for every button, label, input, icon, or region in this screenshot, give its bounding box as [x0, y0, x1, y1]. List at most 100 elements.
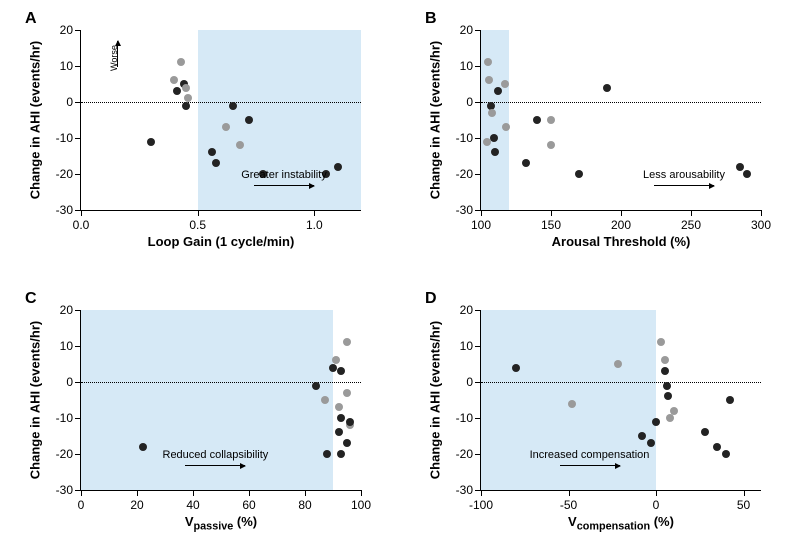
data-point — [343, 439, 351, 447]
y-tick-label: -20 — [56, 167, 73, 181]
data-point — [666, 414, 674, 422]
data-point — [323, 450, 331, 458]
y-tick-label: -10 — [56, 131, 73, 145]
shade-region — [481, 30, 509, 210]
data-point — [245, 116, 253, 124]
y-tick-label: -10 — [456, 131, 473, 145]
y-tick — [475, 66, 481, 67]
x-tick-label: 0.5 — [189, 218, 206, 232]
x-tick-label: 80 — [298, 498, 311, 512]
y-tick-label: -20 — [456, 167, 473, 181]
data-point — [139, 443, 147, 451]
data-point — [652, 418, 660, 426]
data-point — [208, 148, 216, 156]
y-tick-label: -10 — [56, 411, 73, 425]
y-tick — [475, 30, 481, 31]
y-tick-label: 20 — [60, 23, 73, 37]
shade-region — [198, 30, 361, 210]
y-tick-label: 0 — [466, 375, 473, 389]
y-tick — [475, 418, 481, 419]
figure-container: A-30-20-10010200.00.51.0Loop Gain (1 cyc… — [0, 0, 798, 544]
y-tick-label: -20 — [456, 447, 473, 461]
x-tick-label: 100 — [471, 218, 491, 232]
data-point — [343, 389, 351, 397]
data-point — [701, 428, 709, 436]
y-tick — [75, 138, 81, 139]
y-tick — [475, 454, 481, 455]
annotation-arrow-icon — [254, 185, 314, 186]
data-point — [222, 123, 230, 131]
x-tick — [193, 490, 194, 496]
x-axis-label: Vpassive (%) — [185, 514, 257, 533]
data-point — [647, 439, 655, 447]
y-axis-label: Change in AHI (events/hr) — [428, 41, 443, 199]
y-tick-label: 20 — [460, 303, 473, 317]
x-axis-label: Arousal Threshold (%) — [552, 234, 691, 249]
y-tick — [75, 30, 81, 31]
x-tick — [481, 210, 482, 216]
x-tick — [314, 210, 315, 216]
data-point — [722, 450, 730, 458]
data-point — [332, 356, 340, 364]
data-point — [512, 364, 520, 372]
zero-line — [481, 382, 761, 383]
x-tick-label: 100 — [351, 498, 371, 512]
x-tick — [551, 210, 552, 216]
data-point — [483, 138, 491, 146]
y-tick-label: 0 — [66, 95, 73, 109]
data-point — [335, 403, 343, 411]
y-tick — [75, 346, 81, 347]
y-tick — [475, 346, 481, 347]
y-tick — [75, 454, 81, 455]
annotation-text: Less arousability — [643, 169, 725, 181]
data-point — [182, 84, 190, 92]
x-tick-label: 60 — [242, 498, 255, 512]
data-point — [743, 170, 751, 178]
data-point — [713, 443, 721, 451]
x-tick — [361, 490, 362, 496]
x-tick — [569, 490, 570, 496]
y-tick — [75, 66, 81, 67]
data-point — [501, 80, 509, 88]
data-point — [661, 367, 669, 375]
x-tick-label: 150 — [541, 218, 561, 232]
data-point — [335, 428, 343, 436]
data-point — [657, 338, 665, 346]
y-tick — [475, 138, 481, 139]
x-tick-label: 50 — [737, 498, 750, 512]
data-point — [533, 116, 541, 124]
data-point — [661, 356, 669, 364]
data-point — [312, 382, 320, 390]
y-tick-label: 10 — [60, 339, 73, 353]
data-point — [212, 159, 220, 167]
plot-A: -30-20-10010200.00.51.0Loop Gain (1 cycl… — [80, 30, 361, 211]
y-tick-label: -30 — [56, 203, 73, 217]
y-tick-label: 10 — [460, 339, 473, 353]
data-point — [147, 138, 155, 146]
data-point — [614, 360, 622, 368]
x-tick-label: 1.0 — [306, 218, 323, 232]
x-tick — [305, 490, 306, 496]
y-tick-label: -10 — [456, 411, 473, 425]
annotation-text: Reduced collapsibility — [163, 449, 269, 461]
data-point — [177, 58, 185, 66]
x-tick-label: 0 — [653, 498, 660, 512]
x-axis-label: Loop Gain (1 cycle/min) — [148, 234, 295, 249]
panel-letter-D: D — [425, 290, 437, 308]
data-point — [547, 141, 555, 149]
data-point — [490, 134, 498, 142]
x-tick — [621, 210, 622, 216]
data-point — [494, 87, 502, 95]
data-point — [485, 76, 493, 84]
y-tick — [475, 174, 481, 175]
x-tick — [137, 490, 138, 496]
y-tick — [75, 174, 81, 175]
data-point — [337, 414, 345, 422]
y-tick-label: 0 — [466, 95, 473, 109]
x-tick — [81, 490, 82, 496]
data-point — [184, 94, 192, 102]
x-tick-label: -50 — [560, 498, 577, 512]
data-point — [736, 163, 744, 171]
data-point — [603, 84, 611, 92]
data-point — [726, 396, 734, 404]
